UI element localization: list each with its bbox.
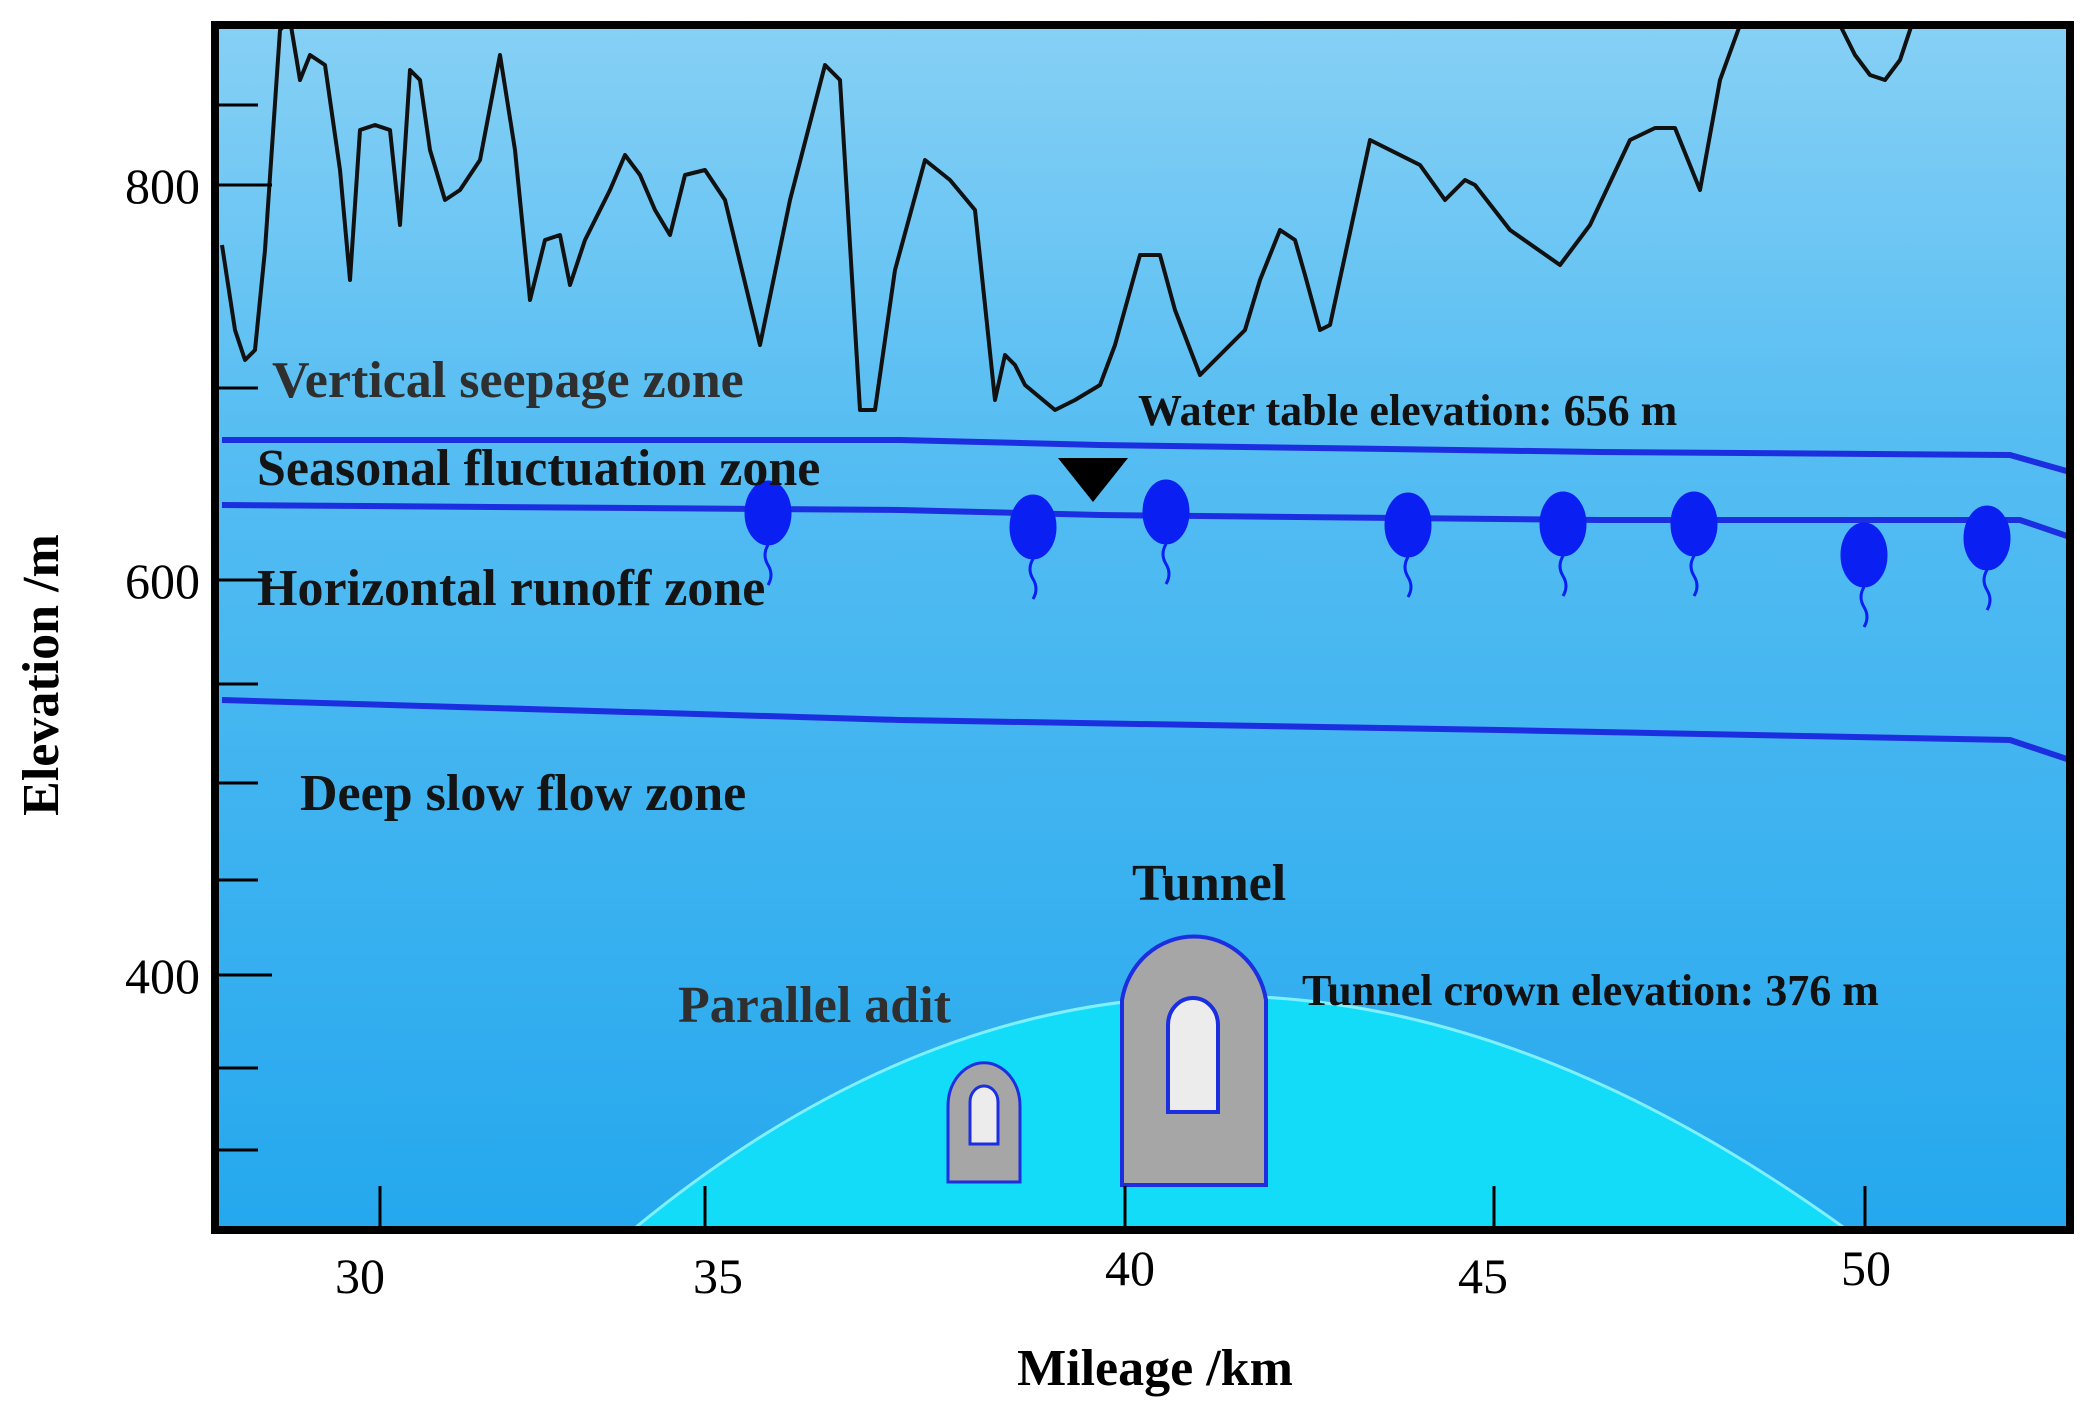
tunnel-shape — [1120, 934, 1268, 1187]
terrain-profile-line — [220, 25, 1914, 412]
spring-marker — [1009, 494, 1057, 600]
plot-frame — [211, 21, 2074, 1234]
x-tick-label: 35 — [693, 1248, 743, 1304]
spring-marker — [1142, 479, 1190, 585]
deep-slow-flow-zone-label: Deep slow flow zone — [300, 765, 746, 822]
x-axis-title: Mileage /km — [1017, 1340, 1293, 1397]
y-axis-title: Elevation /m — [13, 534, 70, 816]
horizontal-runoff-zone-label: Horizontal runoff zone — [257, 560, 765, 617]
deep-flow-boundary-line — [221, 697, 2070, 763]
x-tick-label: 40 — [1105, 1240, 1155, 1296]
x-tick-label: 45 — [1458, 1248, 1508, 1304]
y-axis-minor-ticks — [219, 103, 258, 1152]
spring-marker — [1963, 505, 2011, 611]
spring-marker — [1384, 492, 1432, 598]
spring-markers — [744, 479, 2011, 628]
y-tick-label: 800 — [125, 158, 200, 214]
tunnel-crown-elevation-label: Tunnel crown elevation: 376 m — [1302, 966, 1879, 1015]
parallel-adit-label: Parallel adit — [678, 977, 952, 1034]
y-tick-label: 400 — [125, 948, 200, 1004]
spring-marker — [744, 480, 792, 586]
water-table-elevation-label: Water table elevation: 656 m — [1138, 386, 1677, 435]
spring-marker — [1670, 491, 1718, 597]
y-tick-label: 600 — [125, 553, 200, 609]
vertical-seepage-zone-label: Vertical seepage zone — [272, 352, 744, 409]
seasonal-fluctuation-zone-label: Seasonal fluctuation zone — [257, 440, 820, 497]
water-table-line — [222, 437, 2070, 475]
x-tick-label: 30 — [335, 1248, 385, 1304]
spring-marker — [1840, 522, 1888, 628]
spring-marker — [1539, 491, 1587, 597]
x-tick-label: 50 — [1841, 1240, 1891, 1296]
y-axis: 800 600 400 Elevation /m — [13, 158, 272, 1004]
tunnel-label: Tunnel — [1132, 855, 1286, 912]
parallel-adit-shape — [946, 1061, 1022, 1184]
water-table-triangle-icon — [1058, 458, 1128, 502]
x-axis: 30 35 40 45 50 Mileage /km — [335, 1186, 1891, 1397]
